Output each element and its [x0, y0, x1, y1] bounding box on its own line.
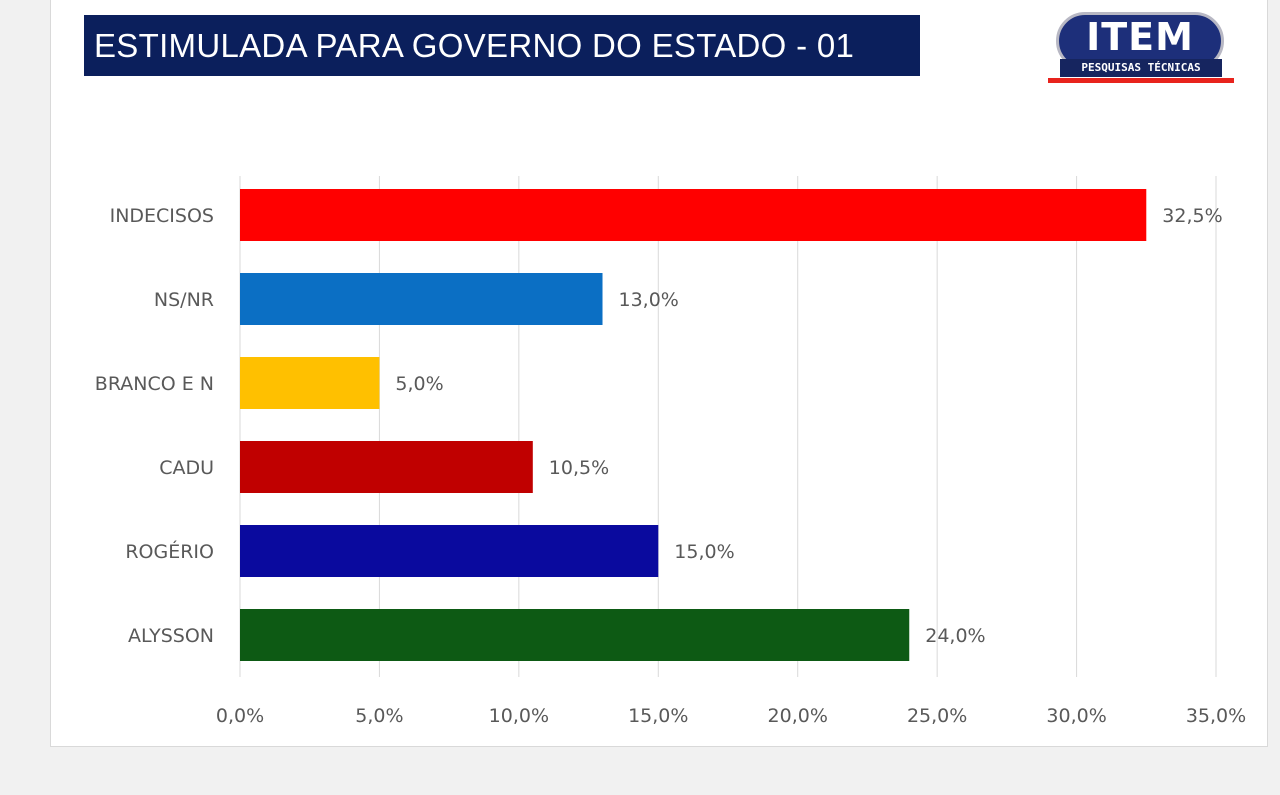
category-label: ROGÉRIO: [125, 540, 214, 563]
category-label: NS/NR: [154, 289, 214, 311]
bar: [240, 441, 533, 493]
data-label: 13,0%: [619, 289, 679, 311]
logo-accent-line: [1048, 78, 1234, 83]
bar: [240, 189, 1147, 241]
x-tick-label: 0,0%: [216, 705, 264, 727]
category-label: CADU: [159, 457, 214, 479]
labels: 0,0% 5,0% 10,0% 15,0% 20,0% 25,0% 30,0% 35,0% IN…: [95, 205, 1246, 727]
gridlines: [239, 176, 1217, 677]
data-label: 10,5%: [549, 457, 609, 479]
logo-word: ITEM: [1086, 15, 1194, 59]
category-label: INDECISOS: [110, 205, 214, 227]
item-logo: ITEM PESQUISAS TÉCNICAS: [1048, 12, 1234, 86]
data-label: 15,0%: [674, 541, 734, 563]
x-tick-label: 20,0%: [768, 705, 828, 727]
x-tick-label: 25,0%: [907, 705, 967, 727]
bar: [240, 273, 603, 325]
bar: [240, 357, 380, 409]
x-tick-label: 10,0%: [489, 705, 549, 727]
bar: [240, 609, 910, 661]
bar: [240, 525, 659, 577]
data-label: 32,5%: [1162, 205, 1222, 227]
category-label: BRANCO E N: [95, 373, 214, 395]
logo-subtitle: PESQUISAS TÉCNICAS: [1060, 59, 1222, 77]
title-banner: ESTIMULADA PARA GOVERNO DO ESTADO - 01: [84, 15, 920, 76]
x-tick-label: 35,0%: [1186, 705, 1246, 727]
category-label: ALYSSON: [128, 625, 214, 647]
x-tick-label: 30,0%: [1046, 705, 1106, 727]
x-tick-label: 15,0%: [628, 705, 688, 727]
chart-title: ESTIMULADA PARA GOVERNO DO ESTADO - 01: [94, 26, 855, 64]
data-label: 5,0%: [395, 373, 443, 395]
data-label: 24,0%: [925, 625, 985, 647]
bars: [240, 189, 1147, 661]
x-tick-label: 5,0%: [355, 705, 403, 727]
